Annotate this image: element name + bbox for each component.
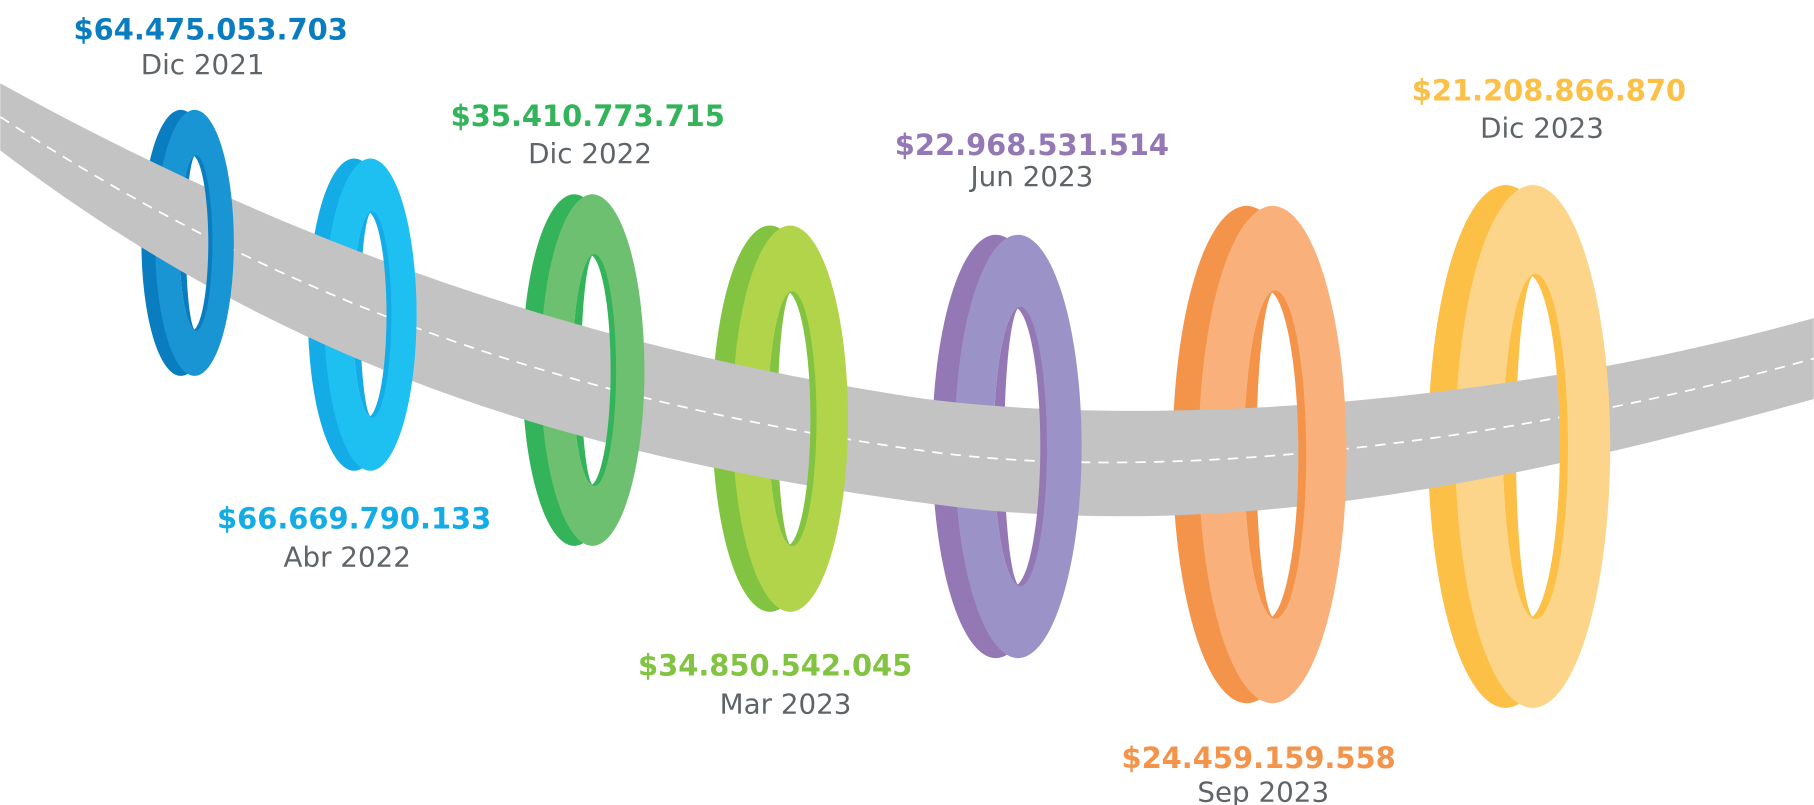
ring	[1172, 205, 1347, 704]
ring	[712, 225, 849, 612]
date-label: Mar 2023	[720, 688, 852, 721]
amount-label: $24.459.159.558	[1121, 741, 1395, 775]
amount-label: $22.968.531.514	[895, 128, 1169, 162]
amount-label: $35.410.773.715	[451, 99, 725, 133]
date-label: Dic 2021	[141, 48, 265, 81]
ring-front	[324, 158, 417, 471]
road-band	[0, 83, 1814, 517]
ring-inner	[1243, 290, 1276, 619]
ring-front	[1455, 185, 1611, 708]
amount-label: $34.850.542.045	[638, 648, 912, 682]
ring-front	[954, 234, 1082, 659]
rings	[141, 109, 1611, 708]
ring	[932, 234, 1082, 659]
ring-front	[540, 194, 645, 546]
ring-front	[1198, 205, 1347, 704]
amount-label: $21.208.866.870	[1412, 74, 1686, 108]
date-label: Abr 2022	[283, 541, 410, 574]
amount-label: $66.669.790.133	[217, 502, 491, 536]
ring-inner	[767, 291, 793, 547]
date-label: Sep 2023	[1197, 776, 1329, 805]
road	[0, 83, 1814, 517]
amount-label: $64.475.053.703	[74, 12, 348, 46]
road-dash	[0, 116, 1814, 464]
date-label: Dic 2023	[1480, 112, 1604, 145]
date-label: Dic 2022	[528, 137, 652, 170]
ring-inner	[1502, 273, 1536, 619]
ring-inner	[993, 306, 1021, 587]
ring-front	[732, 225, 849, 612]
date-label: Jun 2023	[969, 160, 1094, 193]
ring	[1428, 185, 1611, 708]
